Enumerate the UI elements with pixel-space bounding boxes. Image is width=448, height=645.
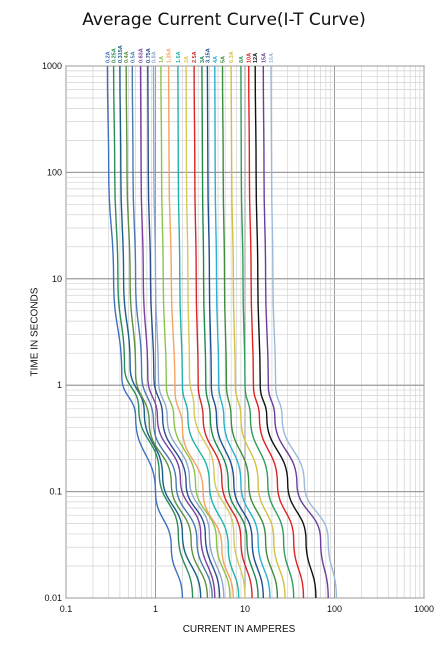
series-line-0-5a <box>131 65 213 599</box>
series-line-1-25a <box>167 65 234 599</box>
legend-label: 0.4A <box>124 51 130 63</box>
series-line-5a <box>221 65 279 599</box>
series-line-15a <box>262 65 329 599</box>
legend-label: 10A <box>247 53 253 63</box>
series-line-8a <box>240 65 295 599</box>
legend-label: 0.315A <box>118 45 124 63</box>
y-tick-label: 1 <box>57 380 62 390</box>
legend-label: 0.5A <box>130 51 136 63</box>
series-line-1-6a <box>177 65 240 599</box>
legend-label: 6.3A <box>229 51 235 63</box>
legend-label: 3A <box>200 56 206 63</box>
series-line-0-315a <box>119 65 202 599</box>
x-tick-label: 1000 <box>414 604 434 614</box>
legend-label: 0.25A <box>112 48 118 63</box>
x-tick-label: 10 <box>240 604 250 614</box>
series-line-3-15a <box>206 65 264 599</box>
legend-label: 8A <box>239 56 245 63</box>
legend-label: 2.5A <box>192 51 198 63</box>
legend-label: 0.2A <box>105 51 111 63</box>
chart-title: Average Current Curve(I-T Curve) <box>82 10 366 30</box>
legend-label: 12A <box>253 53 259 63</box>
series-line-3a <box>201 65 259 599</box>
legend-label: 15A <box>261 53 267 63</box>
legend-label: 3.15A <box>205 48 211 63</box>
series-line-4a <box>214 65 271 599</box>
y-tick-label: 100 <box>47 167 62 177</box>
series-line-0-8a <box>152 65 225 599</box>
legend-label: 1A <box>159 56 165 63</box>
series-lines <box>106 65 338 599</box>
series-line-0-2a <box>106 65 184 599</box>
y-tick-label: 1000 <box>42 61 62 71</box>
legend-label: 4A <box>213 56 219 63</box>
y-tick-label: 0.1 <box>49 487 62 497</box>
legend-label: 1.6A <box>176 51 182 63</box>
series-line-0-25a <box>112 65 194 599</box>
x-tick-label: 100 <box>327 604 342 614</box>
x-tick-label: 1 <box>153 604 158 614</box>
series-line-12a <box>254 65 317 599</box>
x-axis-label: CURRENT IN AMPERES <box>182 624 296 635</box>
x-tick-label: 0.1 <box>60 604 73 614</box>
series-line-0-4a <box>125 65 209 599</box>
legend-label: 5A <box>221 56 227 63</box>
legend-label: 1.25A <box>167 48 173 63</box>
y-tick-label: 10 <box>52 274 62 284</box>
series-line-6-3a <box>230 65 286 599</box>
legend: 0.2A 0.25A 0.315A 0.4A 0.5A 0.63A 0.75A 0.8A 1A 1… <box>105 45 275 63</box>
series-line-16a <box>270 65 338 599</box>
series-line-1a <box>160 65 231 599</box>
series-line-10a <box>248 65 305 599</box>
series-line-0-75a <box>147 65 221 599</box>
series-line-2-5a <box>193 65 253 599</box>
series-line-0-63a <box>139 65 216 599</box>
legend-label: 0.8A <box>152 51 158 63</box>
legend-label: 0.63A <box>139 48 145 63</box>
legend-label: 2A <box>184 56 190 63</box>
series-line-2a <box>185 65 246 599</box>
legend-label: 16A <box>269 53 275 63</box>
legend-label: 0.75A <box>146 48 152 63</box>
y-tick-label: 0.01 <box>44 593 62 603</box>
